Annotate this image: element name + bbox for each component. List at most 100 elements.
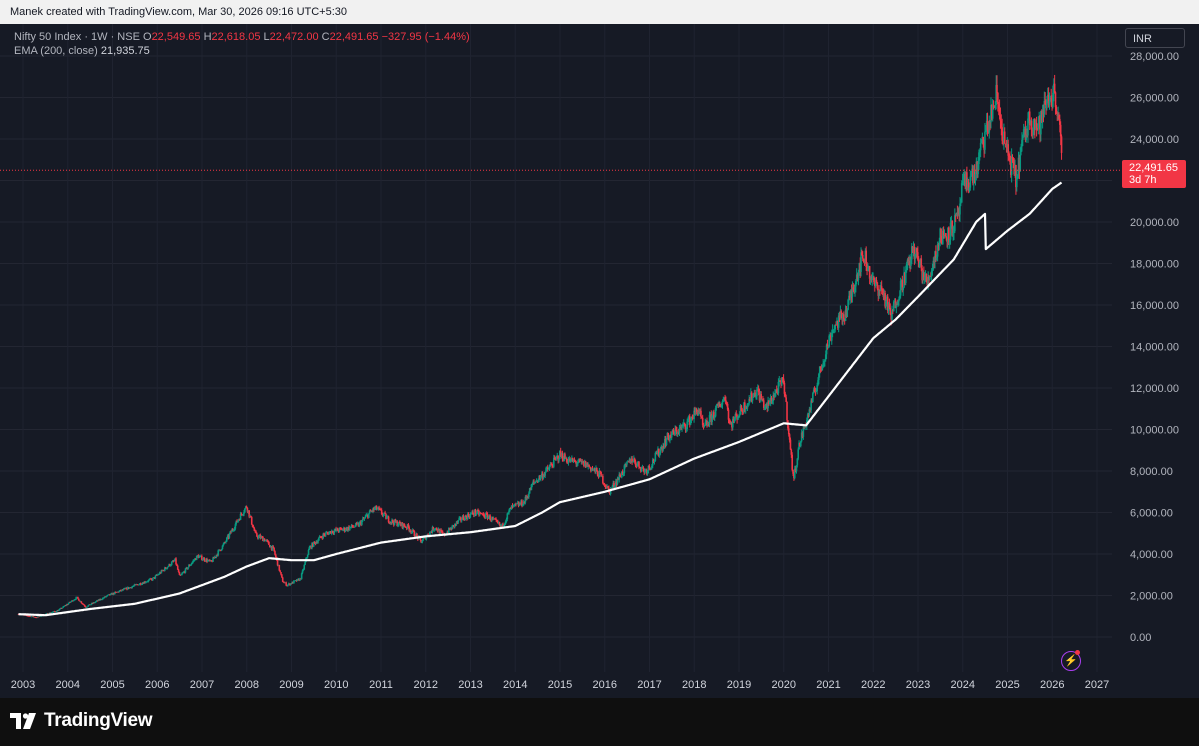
- candle-body: [758, 392, 761, 401]
- candle-body: [921, 268, 923, 281]
- candle-body: [967, 182, 970, 191]
- candle-body: [625, 464, 627, 465]
- candle-body: [854, 286, 856, 293]
- candle-body: [146, 581, 149, 583]
- candle-body: [349, 527, 351, 530]
- candle-body: [200, 555, 202, 557]
- candle-body: [407, 524, 410, 528]
- candle-body: [975, 161, 978, 175]
- ema-legend[interactable]: EMA (200, close) 21,935.75: [14, 45, 150, 57]
- candle-body: [576, 463, 578, 465]
- candle-body: [665, 439, 668, 446]
- candle-body: [651, 459, 654, 466]
- candle-body: [905, 263, 908, 270]
- candle-body: [154, 575, 157, 579]
- candle-body: [966, 172, 968, 188]
- symbol-legend[interactable]: Nifty 50 Index · 1W · NSE O22,549.65 H22…: [14, 31, 470, 43]
- candle-body: [1028, 111, 1031, 126]
- candle-body: [1026, 134, 1028, 136]
- candle-body: [1023, 129, 1026, 130]
- candle-body: [196, 555, 199, 557]
- candle-body: [800, 432, 803, 442]
- candle-body: [853, 289, 855, 293]
- candle-body: [457, 520, 460, 523]
- price-chart[interactable]: 0.00 2,000.00 4,000.00 6,000.00 8,000.00 10,0…: [0, 24, 1199, 698]
- candle-body: [265, 540, 268, 541]
- candle-body: [522, 505, 524, 507]
- candle-body: [330, 530, 333, 534]
- candle-body: [413, 531, 416, 537]
- ema-label[interactable]: EMA (200, close): [14, 45, 98, 57]
- candle-body: [660, 446, 663, 449]
- candle-body: [855, 274, 858, 282]
- candle-body: [972, 172, 975, 184]
- candle-body: [751, 397, 754, 401]
- candle-body: [423, 537, 425, 539]
- candle-body: [316, 541, 318, 543]
- candle-body: [459, 517, 461, 519]
- y-tick-label: 8,000.00: [1130, 466, 1173, 478]
- candle-body: [1020, 146, 1022, 153]
- candle-body: [530, 484, 533, 491]
- candle-body: [534, 482, 536, 483]
- candle-body: [857, 271, 860, 281]
- candle-body: [914, 254, 917, 259]
- candle-body: [38, 615, 40, 617]
- candle-body: [288, 583, 291, 586]
- candle-body: [477, 510, 479, 512]
- candle-body: [120, 590, 122, 591]
- candle-body: [683, 422, 686, 425]
- y-tick-label: 4,000.00: [1130, 549, 1173, 561]
- x-tick-label: 2021: [816, 679, 840, 691]
- candle-body: [942, 230, 945, 238]
- candle-body: [517, 502, 520, 506]
- lightning-icon[interactable]: ⚡: [1061, 651, 1081, 671]
- symbol-name[interactable]: Nifty 50 Index · 1W · NSE: [14, 31, 140, 43]
- candle-body: [543, 474, 546, 476]
- candle-body: [106, 595, 108, 597]
- candle-body: [1041, 110, 1044, 123]
- currency-label[interactable]: INR: [1125, 28, 1185, 48]
- candle-body: [977, 164, 979, 175]
- candle-body: [448, 527, 451, 530]
- candle-body: [141, 582, 144, 585]
- candle-body: [693, 410, 695, 420]
- candle-body: [589, 466, 591, 468]
- candle-body: [946, 238, 948, 243]
- candle-body: [797, 449, 800, 459]
- last-price: 22,491.65: [1129, 162, 1178, 174]
- candle-body: [1038, 116, 1040, 124]
- candle-body: [619, 474, 621, 477]
- candle-body: [506, 513, 509, 520]
- candle-body: [264, 540, 267, 542]
- candle-body: [212, 557, 214, 562]
- candle-body: [803, 427, 806, 429]
- candle-body: [930, 270, 933, 277]
- candle-body: [820, 368, 823, 371]
- candle-body: [271, 546, 274, 550]
- candle-body: [782, 378, 785, 383]
- candle-body: [134, 584, 137, 586]
- candle-body: [832, 329, 835, 331]
- candle-body: [713, 412, 715, 418]
- candle-body: [241, 514, 244, 516]
- candle-body: [551, 464, 553, 466]
- candle-body: [312, 543, 314, 547]
- candle-body: [696, 411, 699, 415]
- y-tick-label: 16,000.00: [1130, 300, 1179, 312]
- chart-panel[interactable]: 0.00 2,000.00 4,000.00 6,000.00 8,000.00 10,0…: [0, 24, 1199, 698]
- candle-body: [556, 455, 559, 457]
- candle-body: [39, 615, 41, 617]
- candle-body: [595, 468, 597, 472]
- candle-body: [537, 479, 540, 483]
- candle-body: [253, 528, 256, 531]
- candle-body: [985, 120, 988, 132]
- candle-body: [818, 366, 821, 374]
- candle-body: [172, 561, 175, 562]
- candle-body: [479, 513, 482, 515]
- candle-body: [520, 500, 522, 505]
- candle-body: [318, 537, 320, 541]
- brand[interactable]: TradingView: [10, 710, 153, 732]
- candle-body: [778, 380, 781, 382]
- candle-body: [600, 471, 602, 477]
